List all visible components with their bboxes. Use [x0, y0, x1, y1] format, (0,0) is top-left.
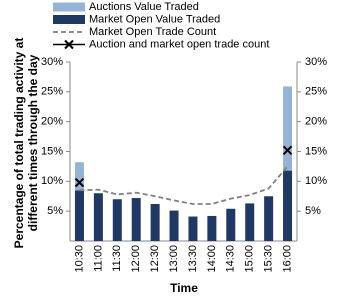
bar [245, 203, 255, 241]
legend-swatch [53, 15, 85, 24]
bar [74, 190, 84, 241]
x-tick-label: 16:00 [281, 245, 293, 273]
x-tick-label: 14:00 [206, 245, 218, 273]
bar [150, 204, 160, 241]
y2-tick-label: 5% [305, 205, 321, 217]
y2-tick-label: 25% [305, 86, 327, 98]
bar [226, 208, 236, 241]
y-tick-label: 20% [41, 116, 63, 128]
x-marker [74, 177, 85, 188]
legend-swatch [53, 2, 85, 12]
y2-tick-label: 15% [305, 145, 327, 157]
bar [74, 162, 84, 191]
y-tick-label: 15% [41, 145, 63, 157]
x-tick-label: 14:30 [225, 245, 237, 273]
y-tick-label: 10% [41, 175, 63, 187]
x-tick-label: 13:30 [187, 245, 199, 273]
x-marker-stroke [282, 145, 293, 156]
bar [283, 86, 293, 171]
x-tick-label: 10:30 [73, 245, 85, 273]
bar [93, 193, 103, 241]
legend-label: Market Open Trade Count [89, 26, 216, 38]
legend-label: Auction and market open trade count [89, 38, 269, 50]
x-tick-label: 15:30 [263, 245, 275, 273]
x-tick-label: 12:30 [149, 245, 161, 273]
y-tick-label: 25% [41, 86, 63, 98]
x-marker [282, 145, 293, 156]
legend-label: Auctions Value Traded [89, 1, 199, 13]
bar [283, 170, 293, 241]
x-marker-stroke [74, 177, 85, 188]
bar [131, 198, 141, 241]
x-tick-label: 15:00 [244, 245, 256, 273]
legend-label: Market Open Value Traded [89, 13, 220, 25]
y-tick-label: 5% [47, 205, 63, 217]
x-tick-label: 11:30 [111, 245, 123, 272]
y2-tick-label: 10% [305, 175, 327, 187]
y-axis-title: Percentage of total trading activity at … [12, 37, 40, 249]
x-axis-title: Time [170, 281, 198, 295]
legend-swatch [64, 39, 74, 50]
bar [207, 215, 217, 241]
y-tick-label: 30% [41, 56, 63, 68]
x-tick-label: 11:00 [92, 245, 104, 272]
bar [188, 216, 198, 241]
x-tick-label: 13:00 [168, 245, 180, 273]
y2-tick-label: 30% [305, 56, 327, 68]
bar [264, 196, 274, 241]
x-tick-label: 12:00 [130, 245, 142, 273]
trade-count-line [79, 165, 289, 205]
bar [169, 210, 179, 241]
bar [112, 199, 122, 241]
y2-tick-label: 20% [305, 116, 327, 128]
